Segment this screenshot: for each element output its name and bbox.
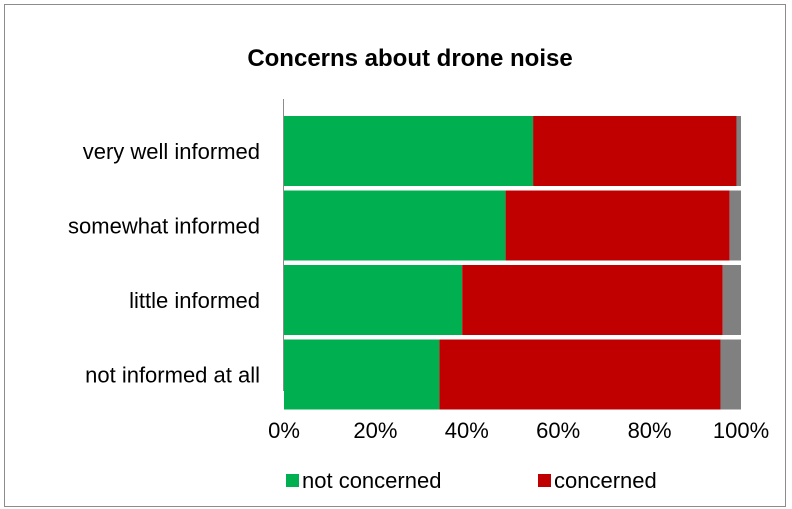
category-label: somewhat informed xyxy=(68,214,260,239)
legend-label-concerned: concerned xyxy=(554,468,657,493)
x-tick-label: 0% xyxy=(268,418,300,443)
legend: not concerned concerned xyxy=(286,468,657,493)
chart-title: Concerns about drone noise xyxy=(247,45,572,72)
x-tick-label: 40% xyxy=(445,418,489,443)
bar-concerned-1 xyxy=(533,116,737,186)
bar-series-3-4 xyxy=(720,339,741,410)
x-tick-label: 20% xyxy=(353,418,397,443)
legend-label-not-concerned: not concerned xyxy=(302,468,441,493)
bar-series-3-3 xyxy=(722,265,741,335)
chart-frame: Concerns about drone noise very well inf… xyxy=(4,4,786,507)
legend-swatch-concerned xyxy=(538,474,551,487)
x-tick-label: 80% xyxy=(628,418,672,443)
chart: Concerns about drone noise very well inf… xyxy=(68,45,769,493)
category-label: not informed at all xyxy=(85,363,260,388)
bar-concerned-4 xyxy=(439,339,721,410)
category-label: very well informed xyxy=(83,139,260,164)
bar-series-3-1 xyxy=(736,116,741,186)
bar-not-concerned-2 xyxy=(284,190,506,261)
bar-not-concerned-1 xyxy=(284,116,534,186)
category-label: little informed xyxy=(129,288,260,313)
plot-area: very well informed somewhat informed littl… xyxy=(68,99,769,443)
x-tick-label: 60% xyxy=(536,418,580,443)
bar-concerned-2 xyxy=(505,190,730,261)
bar-concerned-3 xyxy=(462,265,723,335)
x-tick-label: 100% xyxy=(713,418,769,443)
bar-series-3-2 xyxy=(729,190,741,261)
legend-swatch-not-concerned xyxy=(286,474,299,487)
bar-not-concerned-4 xyxy=(284,339,440,410)
bar-not-concerned-3 xyxy=(284,265,463,335)
